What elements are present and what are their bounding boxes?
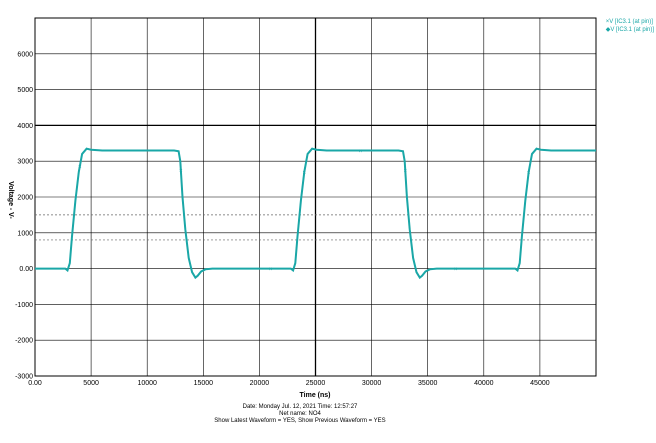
x-tick-label: 30000 [362, 380, 382, 387]
x-tick-label: 35000 [418, 380, 438, 387]
legend-item-1: ×V [IC3.1 (at pin)] [606, 18, 654, 26]
x-axis-label: Time (ns) [300, 392, 331, 399]
chart-footer: Date: Monday Jul. 12, 2021 Time: 12:57:2… [0, 404, 600, 425]
y-tick-label: 1000 [17, 230, 33, 237]
x-tick-label: 20000 [250, 380, 270, 387]
y-tick-label: 6000 [17, 51, 33, 58]
y-axis-ticks: 6000 5000 4000 3000 2000 1000 0.00 -1000 -2000 -3… [15, 51, 33, 380]
series-marker: × [404, 169, 408, 175]
threshold-lines [35, 214, 596, 241]
y-tick-label: 5000 [17, 87, 33, 94]
x-tick-label: 15000 [194, 380, 214, 387]
series-marker: × [359, 149, 363, 155]
x-tick-label: 10000 [137, 380, 157, 387]
y-tick-label: 4000 [17, 123, 33, 130]
legend-item-2: ◆V [IC3.1 (at pin)] [606, 26, 654, 34]
y-tick-label: -2000 [15, 338, 33, 345]
footer-date: Date: Monday Jul. 12, 2021 Time: 12:57:2… [242, 404, 358, 410]
legend-label: V [IC3.1 (at pin)] [609, 19, 653, 25]
legend-marker-x-icon: × [605, 19, 610, 25]
y-tick-label: -3000 [15, 374, 33, 381]
x-axis-ticks: 0.00 5000 10000 15000 20000 25000 30000 35000 40… [28, 380, 550, 387]
footer-waveform-settings: Show Latest Waveform = YES, Show Previou… [214, 418, 386, 424]
waveform-chart: × × × × × × × × 0.00 5000 10000 15000 20000 25000 300… [7, 17, 597, 399]
x-tick-label: 25000 [306, 380, 326, 387]
x-tick-label: 5000 [83, 380, 99, 387]
x-tick-label: 45000 [530, 380, 550, 387]
series-marker: × [78, 164, 82, 170]
series-marker: × [454, 267, 458, 273]
y-tick-label: 3000 [17, 159, 33, 166]
footer-net-name: Net name: NO4 [279, 411, 321, 417]
y-tick-label: 0.00 [19, 266, 33, 273]
legend-label: V [IC3.1 (at pin)] [610, 27, 654, 33]
series-marker: × [303, 170, 307, 176]
chart-legend: ×V [IC3.1 (at pin)] ◆V [IC3.1 (at pin)] [606, 18, 654, 34]
x-tick-label: 0.00 [28, 380, 42, 387]
legend-marker-diamond-icon: ◆ [605, 27, 611, 33]
series-marker: × [269, 267, 273, 273]
waveform-traces: × × × × × × × × [35, 147, 596, 280]
x-tick-label: 40000 [474, 380, 494, 387]
series-marker: × [179, 169, 183, 175]
y-tick-label: -1000 [15, 302, 33, 309]
grid-lines [35, 18, 596, 376]
series-line [35, 147, 596, 279]
y-axis-label: Voltage - V- [7, 181, 14, 219]
series-marker: × [527, 170, 531, 176]
y-tick-label: 2000 [17, 195, 33, 202]
